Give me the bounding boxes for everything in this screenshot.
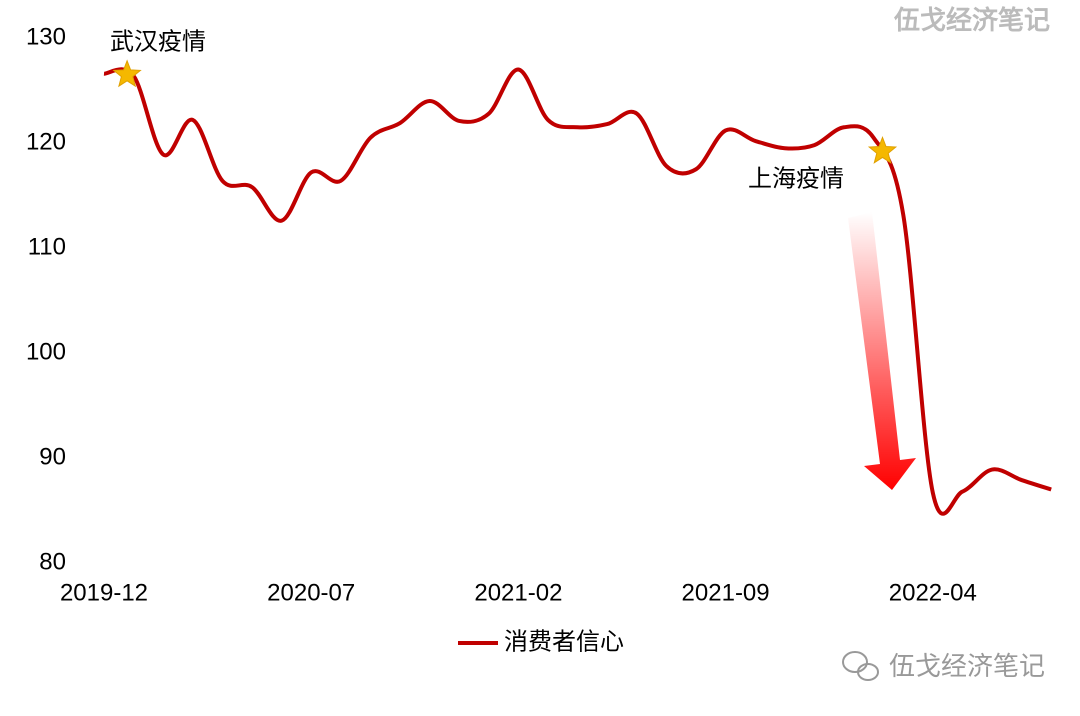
- data-line: [103, 67, 1052, 516]
- star-marker: [112, 59, 142, 88]
- x-tick-label: 2021-09: [682, 579, 770, 606]
- y-tick-label: 110: [28, 233, 66, 260]
- x-tick-label: 2021-02: [474, 579, 562, 606]
- y-tick-label: 90: [39, 443, 66, 470]
- y-tick-label: 80: [39, 548, 66, 575]
- x-tick-label: 2022-04: [889, 579, 977, 606]
- wechat-icon: [842, 651, 879, 681]
- y-tick-label: 130: [26, 23, 66, 50]
- watermark-bottom: 伍戈经济笔记: [889, 651, 1045, 681]
- y-tick-label: 120: [26, 128, 66, 155]
- annotation: 上海疫情: [748, 165, 844, 192]
- x-tick-label: 2019-12: [60, 579, 148, 606]
- y-tick-label: 100: [26, 338, 66, 365]
- watermark: 伍戈经济笔记: [894, 5, 1050, 35]
- star-marker: [867, 136, 898, 164]
- down-arrow: [848, 212, 916, 490]
- legend-label: 消费者信心: [504, 628, 624, 655]
- annotation: 武汉疫情: [110, 28, 206, 55]
- x-tick-label: 2020-07: [267, 579, 355, 606]
